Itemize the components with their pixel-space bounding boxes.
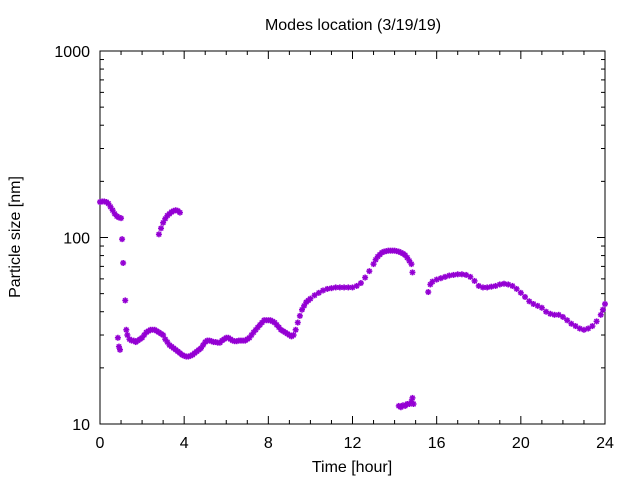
data-point (522, 293, 529, 300)
data-point (296, 312, 303, 319)
data-point (409, 269, 416, 276)
data-point (362, 274, 369, 281)
plot-frame (99, 50, 606, 425)
data-point (122, 297, 129, 304)
data-point (409, 394, 416, 401)
y-tick-label: 1000 (54, 44, 90, 61)
data-point (538, 304, 545, 311)
data-point (599, 306, 606, 313)
data-point (526, 298, 533, 305)
y-tick-label: 100 (63, 231, 90, 248)
y-tick-label: 10 (72, 417, 90, 434)
data-point (357, 280, 364, 287)
data-point (450, 271, 457, 278)
data-point (597, 311, 604, 318)
data-point (370, 261, 377, 268)
data-point (311, 292, 318, 299)
data-point (353, 282, 360, 289)
data-point (290, 332, 297, 339)
x-axis-title: Time [hour] (312, 459, 392, 476)
x-tick-label: 16 (428, 435, 446, 452)
data-point (158, 225, 165, 232)
data-point (589, 323, 596, 330)
data-point (479, 284, 486, 291)
data-point (294, 319, 301, 326)
data-point (315, 289, 322, 296)
data-point (160, 332, 167, 339)
data-point (116, 346, 123, 353)
data-point (559, 313, 566, 320)
x-tick-label: 12 (344, 435, 362, 452)
data-point (119, 236, 126, 243)
data-point (118, 215, 125, 222)
data-point (410, 401, 417, 408)
data-point (602, 300, 608, 307)
data-point (585, 325, 592, 332)
data-point (593, 318, 600, 325)
data-point (292, 326, 299, 333)
data-points (97, 198, 608, 411)
x-tick-label: 20 (512, 435, 530, 452)
data-point (164, 339, 171, 346)
x-tick-label: 4 (180, 435, 189, 452)
data-point (176, 209, 183, 216)
data-point (568, 320, 575, 327)
data-point (547, 310, 554, 317)
data-point (509, 282, 516, 289)
x-tick-label: 8 (264, 435, 273, 452)
data-point (155, 231, 162, 238)
data-point (114, 334, 121, 341)
data-point (572, 323, 579, 330)
data-point (467, 273, 474, 280)
chart-title: Modes location (3/19/19) (265, 17, 441, 34)
data-point (162, 215, 169, 222)
x-tick-label: 24 (596, 435, 614, 452)
data-point (408, 261, 415, 268)
data-point (513, 285, 520, 292)
data-point (120, 259, 127, 266)
data-point (425, 289, 432, 296)
data-point (517, 289, 524, 296)
y-axis-title: Particle size [nm] (7, 176, 24, 298)
data-point (307, 295, 314, 302)
axis-tick-labels: 0 4 8 12 16 20 24 10 100 1000 (54, 44, 614, 452)
data-point (471, 277, 478, 284)
data-point (366, 268, 373, 275)
x-tick-label: 0 (96, 435, 105, 452)
data-point (501, 280, 507, 287)
data-point (564, 317, 571, 324)
data-point (123, 326, 130, 333)
axis-ticks (99, 50, 606, 425)
